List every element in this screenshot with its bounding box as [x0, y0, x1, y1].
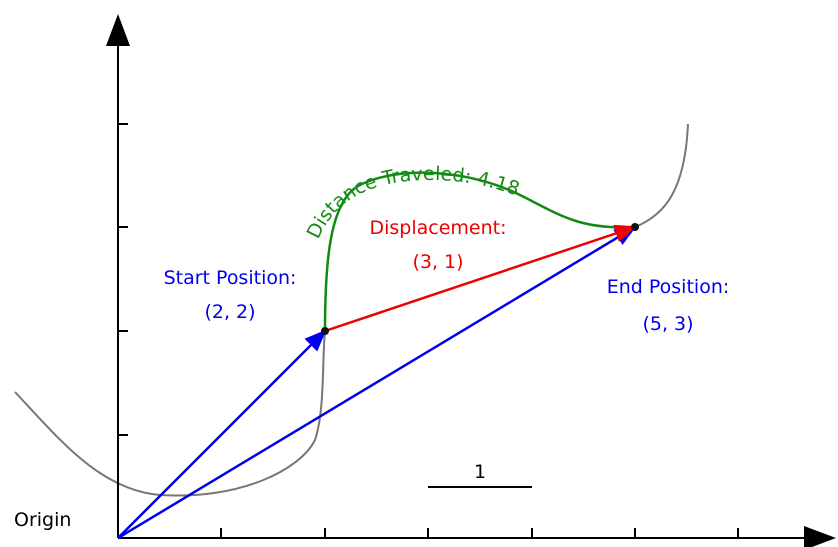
y-axis-arrow: [106, 14, 130, 46]
distance-path: [323, 171, 636, 332]
displacement-coords: (3, 1): [412, 251, 463, 273]
trajectory: [634, 123, 689, 228]
start-vector: [117, 329, 327, 539]
displacement-vector: [324, 224, 637, 333]
start-point: [321, 327, 329, 335]
end-vector: [117, 225, 637, 540]
start-label: Start Position:: [164, 267, 297, 289]
end-coords: (5, 3): [642, 313, 693, 335]
trajectory: [14, 330, 326, 497]
origin-label: Origin: [14, 509, 71, 531]
end-point: [631, 223, 639, 231]
ticks: [118, 123, 739, 538]
scale-label: 1: [474, 461, 486, 483]
end-label: End Position:: [607, 276, 730, 298]
start-coords: (2, 2): [204, 301, 255, 323]
displacement-label: Displacement:: [369, 217, 506, 239]
x-axis-arrow: [804, 526, 836, 547]
